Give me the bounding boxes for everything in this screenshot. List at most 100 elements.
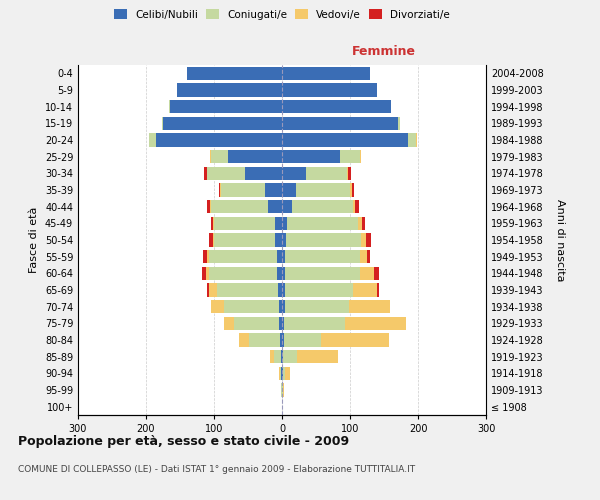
Bar bbox=[282, 200, 353, 213]
Bar bbox=[187, 66, 282, 80]
Bar bbox=[282, 384, 284, 396]
Bar bbox=[282, 250, 286, 264]
Bar bbox=[209, 266, 282, 280]
Bar bbox=[282, 234, 286, 246]
Bar bbox=[282, 116, 400, 130]
Bar bbox=[282, 66, 370, 80]
Bar bbox=[282, 266, 374, 280]
Bar bbox=[282, 334, 389, 346]
Bar bbox=[207, 250, 282, 264]
Bar bbox=[282, 300, 390, 314]
Bar bbox=[282, 134, 408, 146]
Y-axis label: Anni di nascita: Anni di nascita bbox=[555, 198, 565, 281]
Bar bbox=[282, 100, 391, 114]
Bar bbox=[281, 366, 282, 380]
Bar bbox=[209, 234, 282, 246]
Bar bbox=[250, 334, 282, 346]
Bar bbox=[210, 150, 282, 164]
Bar bbox=[271, 350, 282, 364]
Bar bbox=[282, 366, 290, 380]
Text: Popolazione per età, sesso e stato civile - 2009: Popolazione per età, sesso e stato civil… bbox=[18, 435, 349, 448]
Bar bbox=[214, 216, 282, 230]
Bar bbox=[277, 250, 282, 264]
Bar bbox=[149, 134, 282, 146]
Bar bbox=[282, 184, 350, 196]
Bar bbox=[206, 284, 282, 296]
Bar bbox=[169, 100, 282, 114]
Bar bbox=[282, 366, 285, 380]
Text: Femmine: Femmine bbox=[352, 45, 416, 58]
Bar bbox=[282, 84, 377, 96]
Bar bbox=[280, 366, 282, 380]
Bar bbox=[281, 384, 282, 396]
Bar bbox=[202, 266, 282, 280]
Bar bbox=[214, 234, 282, 246]
Bar bbox=[282, 66, 370, 80]
Bar bbox=[282, 116, 400, 130]
Bar bbox=[282, 350, 297, 364]
Bar bbox=[282, 100, 391, 114]
Bar bbox=[206, 166, 282, 180]
Bar bbox=[282, 84, 377, 96]
Bar bbox=[282, 216, 365, 230]
Bar bbox=[217, 284, 282, 296]
Bar bbox=[282, 316, 284, 330]
Bar bbox=[282, 250, 370, 264]
Bar bbox=[163, 116, 282, 130]
Bar bbox=[282, 284, 379, 296]
Bar bbox=[282, 284, 353, 296]
Bar bbox=[282, 66, 370, 80]
Bar bbox=[282, 334, 389, 346]
Bar bbox=[282, 166, 347, 180]
Bar bbox=[282, 134, 416, 146]
Bar bbox=[161, 116, 282, 130]
Bar bbox=[187, 66, 282, 80]
Bar bbox=[282, 366, 290, 380]
Bar bbox=[282, 184, 354, 196]
Bar bbox=[279, 366, 282, 380]
Bar bbox=[176, 84, 282, 96]
Bar bbox=[176, 84, 282, 96]
Bar bbox=[268, 200, 282, 213]
Bar bbox=[271, 350, 282, 364]
Bar bbox=[282, 250, 360, 264]
Bar bbox=[282, 266, 360, 280]
Bar bbox=[282, 200, 355, 213]
Bar bbox=[211, 150, 282, 164]
Bar bbox=[211, 200, 282, 213]
Bar bbox=[282, 184, 296, 196]
Bar bbox=[275, 234, 282, 246]
Bar bbox=[282, 234, 371, 246]
Bar bbox=[282, 350, 338, 364]
Bar bbox=[187, 66, 282, 80]
Bar bbox=[281, 350, 282, 364]
Bar bbox=[282, 284, 285, 296]
Bar bbox=[282, 234, 361, 246]
Bar bbox=[282, 200, 359, 213]
Bar bbox=[161, 116, 282, 130]
Bar bbox=[235, 316, 282, 330]
Bar bbox=[277, 266, 282, 280]
Bar bbox=[282, 84, 377, 96]
Bar bbox=[282, 216, 358, 230]
Bar bbox=[206, 266, 282, 280]
Bar bbox=[219, 184, 282, 196]
Bar bbox=[210, 150, 282, 164]
Bar bbox=[282, 134, 416, 146]
Bar bbox=[282, 150, 361, 164]
Legend: Celibi/Nubili, Coniugati/e, Vedovi/e, Divorziati/e: Celibi/Nubili, Coniugati/e, Vedovi/e, Di… bbox=[110, 5, 454, 24]
Bar bbox=[239, 334, 282, 346]
Bar bbox=[282, 116, 398, 130]
Bar bbox=[227, 150, 282, 164]
Bar bbox=[282, 150, 360, 164]
Bar bbox=[282, 116, 400, 130]
Bar bbox=[211, 216, 282, 230]
Bar bbox=[221, 184, 282, 196]
Bar bbox=[282, 84, 377, 96]
Bar bbox=[282, 284, 377, 296]
Bar bbox=[282, 300, 390, 314]
Bar bbox=[161, 116, 282, 130]
Bar bbox=[278, 316, 282, 330]
Bar bbox=[282, 316, 406, 330]
Bar bbox=[224, 316, 282, 330]
